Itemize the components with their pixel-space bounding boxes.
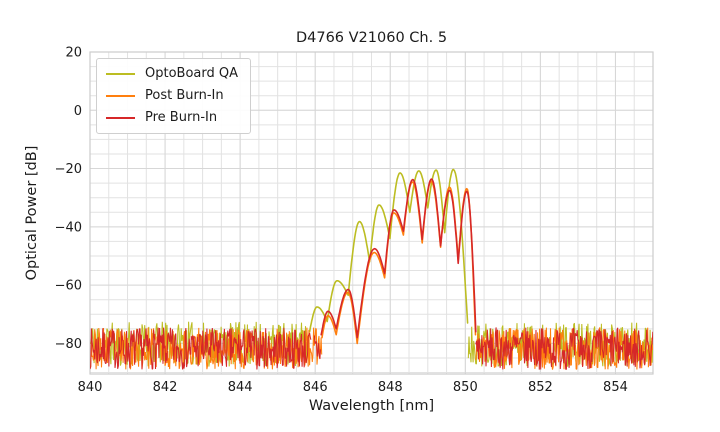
legend-item: OptoBoard QA bbox=[106, 66, 238, 82]
x-tick-label: 844 bbox=[228, 380, 253, 395]
y-axis-label: Optical Power [dB] bbox=[24, 146, 40, 281]
legend-line-swatch bbox=[106, 73, 135, 75]
chart-title: D4766 V21060 Ch. 5 bbox=[296, 30, 447, 46]
x-tick-label: 840 bbox=[78, 380, 103, 395]
x-tick-label: 854 bbox=[603, 380, 628, 395]
y-tick-label: −80 bbox=[55, 337, 82, 352]
legend-label: OptoBoard QA bbox=[145, 66, 238, 81]
x-tick-label: 842 bbox=[153, 380, 178, 395]
series-lines bbox=[90, 168, 653, 370]
legend-label: Post Burn-In bbox=[145, 88, 224, 103]
legend-item: Pre Burn-In bbox=[106, 110, 238, 126]
y-tick-label: −40 bbox=[55, 220, 82, 235]
y-tick-label: 20 bbox=[65, 46, 82, 61]
legend-line-swatch bbox=[106, 95, 135, 97]
legend-line-swatch bbox=[106, 117, 135, 119]
y-tick-label: −60 bbox=[55, 279, 82, 294]
y-tick-label: 0 bbox=[74, 104, 82, 119]
legend-item: Post Burn-In bbox=[106, 88, 238, 104]
y-tick-label: −20 bbox=[55, 162, 82, 177]
tick-labels: 840 842 844 846 848 850 852 854 20 0 −20 −40 −60 −80 bbox=[55, 46, 628, 396]
legend: OptoBoard QA Post Burn-In Pre Burn-In bbox=[96, 58, 251, 134]
axes-border bbox=[89, 51, 654, 375]
x-tick-label: 852 bbox=[528, 380, 553, 395]
x-tick-label: 846 bbox=[303, 380, 328, 395]
x-axis-label: Wavelength [nm] bbox=[309, 398, 434, 414]
legend-label: Pre Burn-In bbox=[145, 110, 218, 125]
x-tick-label: 850 bbox=[453, 380, 478, 395]
x-tick-label: 848 bbox=[378, 380, 403, 395]
